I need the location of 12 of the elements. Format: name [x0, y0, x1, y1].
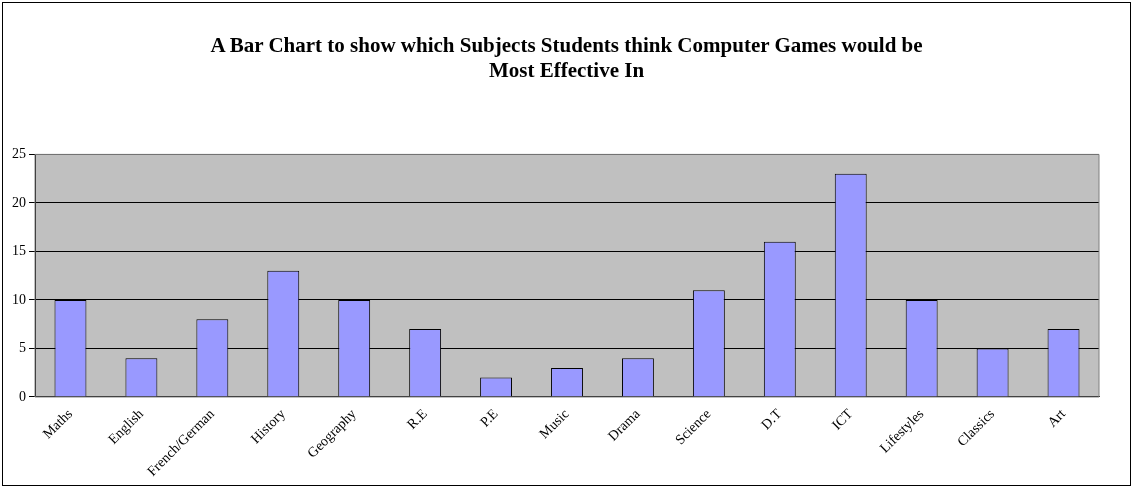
x-tick-label: Art — [1044, 405, 1069, 430]
x-tick-label: P.E — [477, 406, 501, 430]
y-tick-label: 25 — [12, 146, 26, 162]
x-tick-label: ICT — [828, 405, 856, 433]
y-tick-label: 5 — [19, 340, 26, 356]
chart-title: A Bar Chart to show which Subjects Students think Computer Games would be Most Effective In — [209, 33, 924, 83]
x-tick-label: R.E — [404, 406, 430, 432]
x-tick-label: D.T — [758, 405, 785, 433]
y-tick-label: 15 — [12, 243, 26, 259]
y-tick-label: 0 — [19, 388, 26, 404]
y-tick-label: 10 — [12, 291, 26, 307]
y-tick-label: 20 — [12, 194, 26, 210]
